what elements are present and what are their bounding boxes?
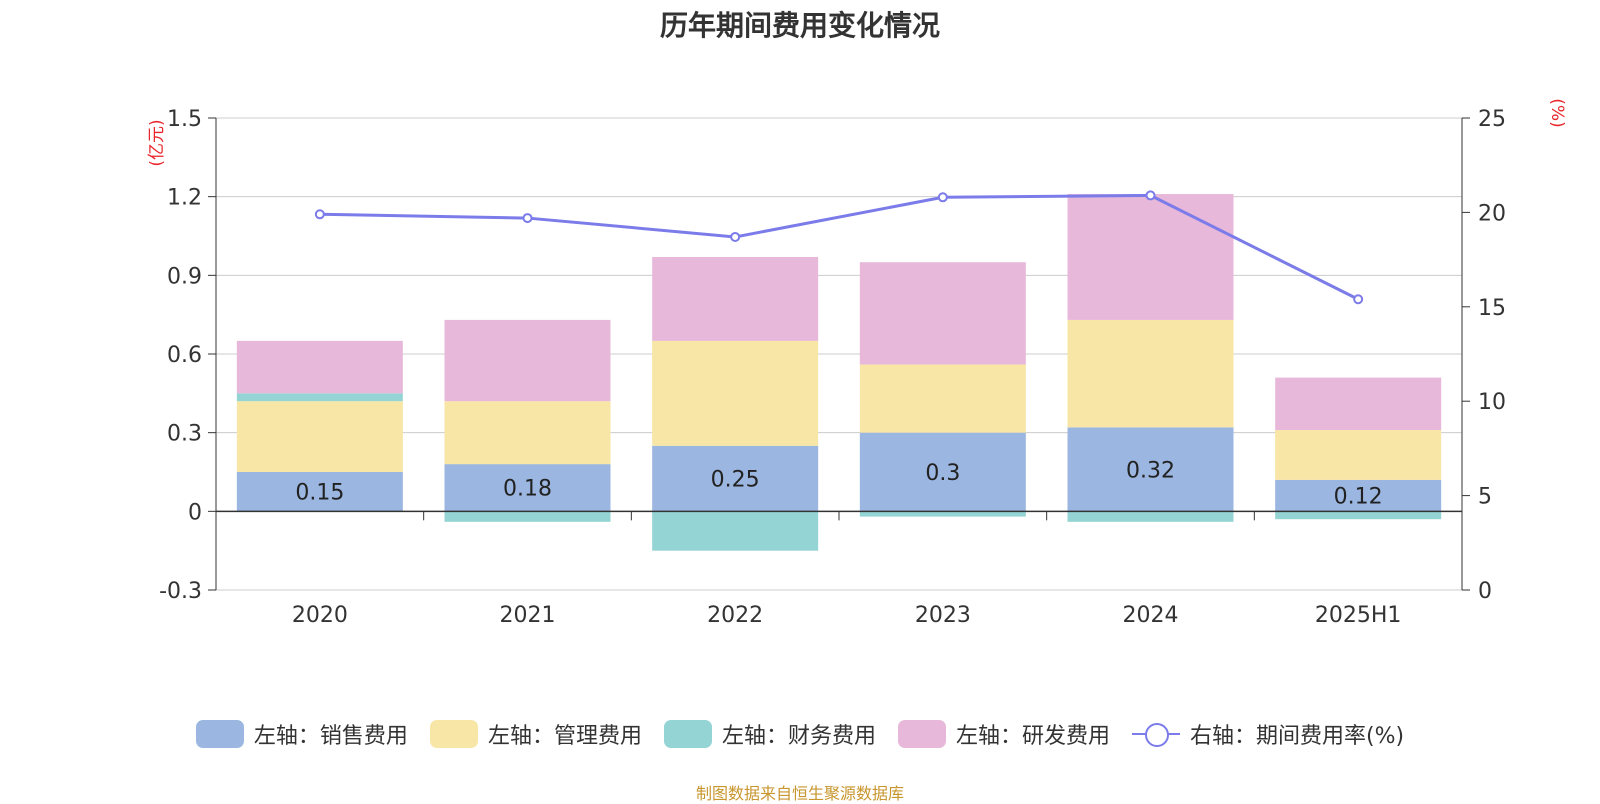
bar-finance-2022[interactable] [652, 511, 819, 551]
x-axis-tick-label: 2021 [500, 603, 556, 628]
bar-rd-2022[interactable] [652, 256, 819, 341]
x-axis-tick-label: 2020 [292, 603, 348, 628]
bar-rd-2020[interactable] [236, 340, 403, 394]
legend-swatch-admin [429, 720, 478, 748]
right-axis-unit: (%) [1547, 98, 1567, 127]
legend-item-rd[interactable]: 左轴：研发费用 [897, 718, 1110, 750]
data-labels-layer: 0.15 0.18 0.25 0.3 0.32 0.12 [295, 458, 1382, 509]
data-label-sales-2025H1: 0.12 [1334, 485, 1383, 510]
legend-item-rate[interactable]: 右轴：期间费用率(%) [1131, 718, 1405, 750]
data-label-sales-2020: 0.15 [295, 481, 344, 506]
bar-sales-2023[interactable] [859, 432, 1026, 512]
rate-line [319, 193, 1359, 301]
bar-rd-2025H1[interactable] [1275, 377, 1442, 431]
axes-layer: -0.3 0 0.3 0.6 0.9 1.2 1.5 0 5 10 15 20 25 (亿元) (%) 202… [147, 98, 1567, 628]
source-note: 制图数据来自恒生聚源数据库 [695, 784, 904, 803]
bar-sales-2021[interactable] [444, 464, 611, 512]
bar-admin-2023[interactable] [859, 364, 1026, 433]
grid-lines [216, 117, 1462, 591]
legend-label-finance: 左轴：财务费用 [721, 724, 876, 749]
x-axis-tick-label: 2023 [915, 603, 971, 628]
legend-label-rd: 左轴：研发费用 [955, 724, 1110, 749]
bar-sales-2022[interactable] [652, 445, 819, 512]
rate-point-2021[interactable] [522, 213, 533, 224]
bar-admin-2024[interactable] [1067, 319, 1234, 428]
right-axis-tick-label: 0 [1478, 579, 1492, 604]
x-axis-tick-label: 2022 [707, 603, 763, 628]
data-label-sales-2021: 0.18 [503, 477, 552, 502]
legend-label-rate: 右轴：期间费用率(%) [1189, 724, 1405, 749]
legend: 左轴：销售费用 左轴：管理费用 左轴：财务费用 左轴：研发费用 右轴：期间费用率… [0, 718, 1600, 750]
bar-sales-2024[interactable] [1067, 427, 1234, 512]
bar-finance-2024[interactable] [1067, 511, 1234, 522]
left-axis-tick-label: 1.5 [167, 107, 202, 132]
bar-admin-2025H1[interactable] [1275, 430, 1442, 480]
bar-finance-2020[interactable] [236, 393, 403, 402]
right-axis-tick-label: 20 [1478, 201, 1506, 226]
chart-title: 历年期间费用变化情况 [659, 9, 940, 42]
legend-circle-icon [1144, 723, 1169, 747]
rate-point-2024[interactable] [1145, 190, 1156, 201]
bar-admin-2020[interactable] [236, 401, 403, 472]
rate-point-2022[interactable] [730, 231, 741, 242]
bar-admin-2022[interactable] [652, 340, 819, 446]
data-label-sales-2023: 0.3 [925, 461, 960, 486]
left-axis-tick-label: 0.3 [167, 422, 202, 447]
bar-admin-2021[interactable] [444, 401, 611, 465]
rate-line-layer [314, 190, 1364, 305]
legend-swatch-rate [1131, 720, 1180, 748]
bar-rd-2024[interactable] [1067, 194, 1234, 320]
rate-point-2020[interactable] [314, 209, 325, 220]
right-axis-tick-label: 25 [1478, 107, 1506, 132]
legend-label-admin: 左轴：管理费用 [487, 724, 642, 749]
left-axis-tick-label: 1.2 [167, 186, 202, 211]
left-axis-tick-label: -0.3 [159, 579, 202, 604]
rate-point-2025H1[interactable] [1353, 294, 1364, 305]
right-axis-tick-label: 5 [1478, 485, 1492, 510]
bar-finance-2025H1[interactable] [1275, 511, 1442, 520]
data-label-sales-2022: 0.25 [711, 468, 760, 493]
legend-item-finance[interactable]: 左轴：财务费用 [663, 718, 876, 750]
right-axis-tick-label: 15 [1478, 296, 1506, 321]
bar-sales-2025H1[interactable] [1275, 479, 1442, 512]
left-axis-tick-label: 0.9 [167, 264, 202, 289]
legend-item-admin[interactable]: 左轴：管理费用 [429, 718, 642, 750]
x-axis-tick-label: 2025H1 [1315, 603, 1402, 628]
left-axis-unit: (亿元) [147, 119, 167, 166]
legend-swatch-sales [195, 720, 244, 748]
bar-finance-2023[interactable] [859, 511, 1026, 517]
right-axis-tick-label: 10 [1478, 390, 1506, 415]
bar-rd-2023[interactable] [859, 262, 1026, 365]
chart-area: -0.3 0 0.3 0.6 0.9 1.2 1.5 0 5 10 15 20 25 (亿元) (%) 202… [147, 98, 1567, 628]
left-axis-tick-label: 0 [188, 500, 202, 525]
bar-sales-2020[interactable] [236, 472, 403, 512]
rate-point-2023[interactable] [937, 192, 948, 203]
legend-swatch-finance [663, 720, 712, 748]
legend-label-sales: 左轴：销售费用 [253, 724, 408, 749]
left-axis-tick-label: 0.6 [167, 343, 202, 368]
legend-swatch-rd [897, 720, 946, 748]
legend-item-sales[interactable]: 左轴：销售费用 [195, 718, 408, 750]
data-label-sales-2024: 0.32 [1126, 458, 1175, 483]
bars-layer [236, 194, 1442, 551]
x-axis-tick-label: 2024 [1123, 603, 1179, 628]
bar-rd-2021[interactable] [444, 319, 611, 402]
bar-finance-2021[interactable] [444, 511, 611, 522]
